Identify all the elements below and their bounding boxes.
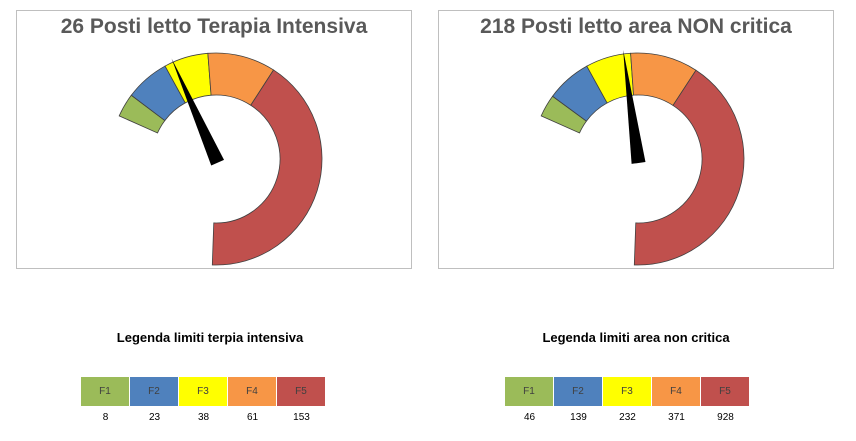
- gauge-chart: [540, 50, 745, 266]
- legend-threshold-value: 38: [197, 412, 210, 423]
- legend-bands: F1 F2 F3 F4 F5: [81, 377, 326, 406]
- legend-threshold-value: 8: [102, 412, 109, 423]
- gauge-band-f5: [633, 69, 745, 266]
- gauge-needle: [623, 50, 646, 164]
- legend-band-f4: F4: [228, 377, 277, 406]
- legend-threshold-value: 139: [570, 412, 587, 423]
- legend-threshold-value: 153: [293, 412, 310, 423]
- legend-threshold-value: 46: [523, 412, 536, 423]
- legend-band-f1: F1: [505, 377, 554, 406]
- legend-threshold-value: 232: [619, 412, 636, 423]
- legend-thresholds: 8 23 38 61 153: [81, 412, 326, 423]
- legend-bands: F1 F2 F3 F4 F5: [505, 377, 750, 406]
- legend-band-f4: F4: [652, 377, 701, 406]
- gauge-panel-intensive-care: 26 Posti letto Terapia Intensiva: [16, 10, 412, 269]
- legend-band-f1: F1: [81, 377, 130, 406]
- legend-threshold-value: 61: [246, 412, 259, 423]
- gauge-title: 218 Posti letto area NON critica: [480, 15, 792, 38]
- legend-threshold-value: 23: [148, 412, 161, 423]
- legend-band-f5: F5: [701, 377, 750, 406]
- gauge-band-f5: [211, 69, 323, 266]
- gauge-chart: [118, 52, 323, 266]
- gauge-panel-non-critical: 218 Posti letto area NON critica: [438, 10, 834, 269]
- legend-thresholds: 46 139 232 371 928: [505, 412, 750, 423]
- legend-title: Legenda limiti area non critica: [542, 330, 730, 345]
- legend-title: Legenda limiti terpia intensiva: [116, 330, 304, 345]
- gauge-needle: [171, 58, 225, 166]
- legend-band-f2: F2: [130, 377, 179, 406]
- legend-threshold-value: 371: [668, 412, 685, 423]
- gauge-title: 26 Posti letto Terapia Intensiva: [60, 15, 368, 38]
- legend-band-f5: F5: [277, 377, 326, 406]
- legend-band-f2: F2: [554, 377, 603, 406]
- legend-band-f3: F3: [603, 377, 652, 406]
- legend-threshold-value: 928: [717, 412, 734, 423]
- legend-band-f3: F3: [179, 377, 228, 406]
